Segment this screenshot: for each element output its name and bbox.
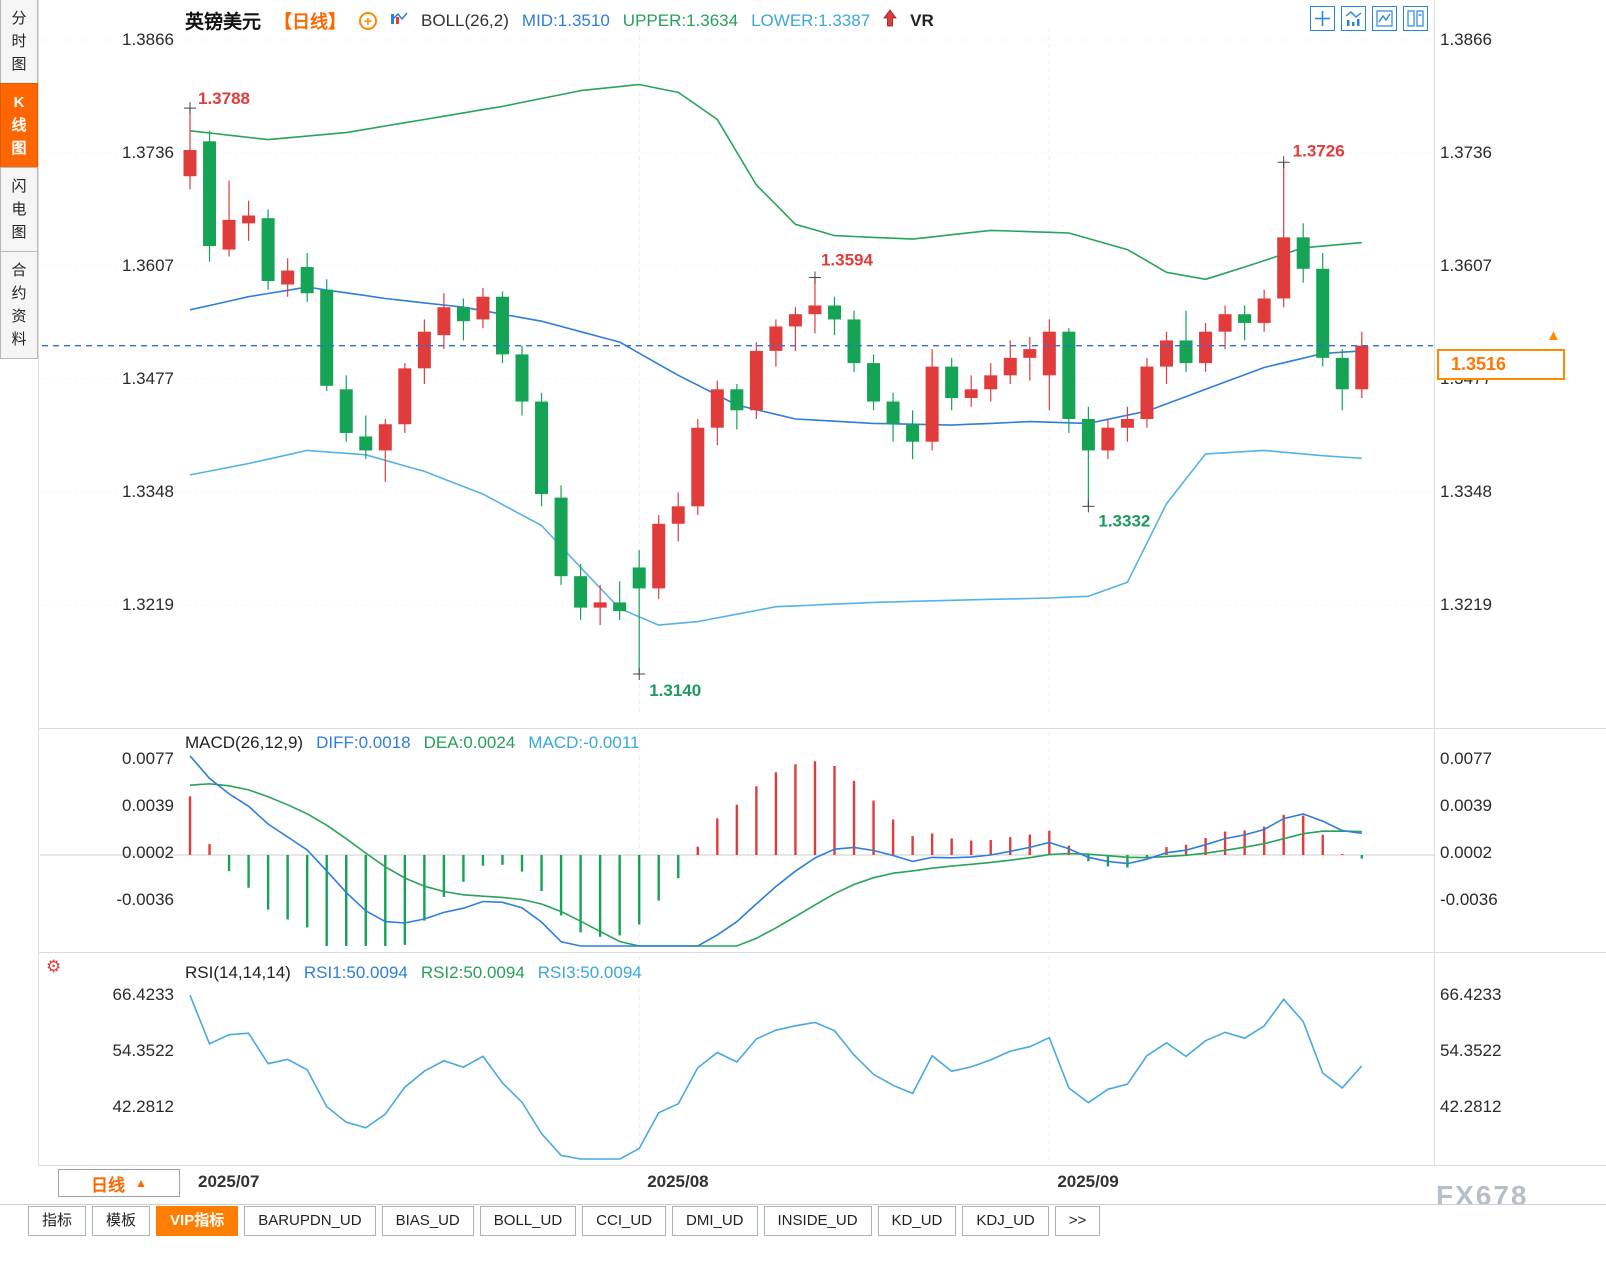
macd-diff-line bbox=[189, 755, 1362, 947]
sidebar-tab-char: 分 bbox=[11, 10, 27, 27]
bottom-tab-kdj-ud[interactable]: KDJ_UD bbox=[962, 1206, 1049, 1236]
period-selector[interactable]: 日线 ▲ bbox=[58, 1169, 180, 1197]
sidebar-tab-char: 闪 bbox=[11, 178, 27, 195]
sidebar-tab-char: K bbox=[13, 94, 25, 111]
price-annotation-label: 1.3594 bbox=[821, 251, 874, 270]
bottom-tab-vip-indicators[interactable]: VIP指标 bbox=[156, 1206, 239, 1236]
indicator-settings-icon[interactable]: ⚙ bbox=[46, 957, 62, 976]
bottom-tab-bias-ud[interactable]: BIAS_UD bbox=[381, 1206, 474, 1236]
macd-title: MACD(26,12,9) bbox=[185, 733, 304, 752]
sidebar-tab-char: 图 bbox=[11, 56, 27, 73]
bottom-tab-more[interactable]: >> bbox=[1054, 1206, 1101, 1236]
sidebar-divider bbox=[38, 0, 39, 1165]
bottom-tab-barupdn-ud[interactable]: BARUPDN_UD bbox=[244, 1206, 376, 1236]
rsi2-value: RSI2:50.0094 bbox=[420, 963, 525, 982]
rsi-title: RSI(14,14,14) bbox=[185, 963, 291, 982]
sidebar-tab-char: 合 bbox=[11, 262, 27, 279]
sidebar-tab-time-chart[interactable]: 分时图 bbox=[0, 0, 38, 84]
price-tick-right: 1.3219 bbox=[1440, 595, 1492, 614]
macd-chart[interactable] bbox=[40, 728, 1435, 952]
panel-divider-rsi bbox=[38, 952, 1606, 953]
price-annotation-label: 1.3332 bbox=[1098, 511, 1150, 530]
x-axis-label: 2025/09 bbox=[1057, 1172, 1119, 1191]
macd-tick-right: 0.0077 bbox=[1440, 748, 1492, 768]
sidebar-tab-char: 料 bbox=[11, 331, 27, 348]
bottom-tab-boll-ud[interactable]: BOLL_UD bbox=[479, 1206, 577, 1236]
bottom-tab-cci-ud[interactable]: CCI_UD bbox=[582, 1206, 666, 1236]
price-up-arrow-icon: ▲ bbox=[1546, 327, 1561, 344]
price-tick-right: 1.3866 bbox=[1440, 30, 1492, 49]
sidebar-tab-char: 图 bbox=[11, 140, 27, 157]
add-icon[interactable]: + bbox=[359, 11, 378, 30]
period-label: 日线 bbox=[91, 1175, 126, 1195]
layout-split-icon[interactable] bbox=[1403, 6, 1428, 31]
sidebar-tab-char: 电 bbox=[11, 201, 27, 218]
rsi1-value: RSI1:50.0094 bbox=[303, 963, 408, 982]
current-price-tag: 1.3516 bbox=[1437, 349, 1565, 380]
rsi-chart[interactable] bbox=[40, 952, 1435, 1165]
rsi-tick-right: 42.2812 bbox=[1440, 1096, 1502, 1116]
candles bbox=[183, 108, 1369, 674]
rsi-tick-right: 66.4233 bbox=[1440, 985, 1502, 1004]
rsi-line bbox=[189, 994, 1363, 1160]
price-tick-right: 1.3736 bbox=[1440, 143, 1492, 162]
macd-hist-value: MACD:-0.0011 bbox=[528, 733, 640, 752]
price-chart[interactable]: 1.3788 1.3594 1.3726 1.3332 1.3140 bbox=[40, 0, 1435, 728]
vr-up-arrow-icon bbox=[883, 9, 897, 32]
macd-tick-right: -0.0036 bbox=[1440, 890, 1498, 909]
sidebar-tab-char: 约 bbox=[11, 285, 27, 302]
sidebar-tab-char: 线 bbox=[11, 117, 27, 134]
boll-mid-value: MID:1.3510 bbox=[521, 10, 610, 30]
symbol-title: 英镑美元 bbox=[185, 12, 262, 33]
bottom-tab-templates[interactable]: 模板 bbox=[92, 1206, 151, 1236]
sidebar-tab-char: 时 bbox=[11, 33, 27, 50]
period-badge: 【日线】 bbox=[274, 11, 347, 32]
macd-diff-value: DIFF:0.0018 bbox=[316, 733, 411, 752]
sidebar-tab-char: 图 bbox=[11, 224, 27, 241]
macd-tick-right: 0.0002 bbox=[1440, 842, 1492, 862]
price-annotation-label: 1.3726 bbox=[1293, 141, 1345, 160]
price-annotation-label: 1.3140 bbox=[649, 681, 701, 700]
layout-line-icon[interactable] bbox=[1372, 6, 1397, 31]
vr-indicator-label: VR bbox=[910, 10, 934, 30]
rsi-header: RSI(14,14,14) RSI1:50.0094 RSI2:50.0094 … bbox=[185, 963, 642, 983]
price-annotations: 1.3788 1.3594 1.3726 1.3332 1.3140 bbox=[184, 89, 1345, 700]
price-tick-right: 1.3607 bbox=[1440, 256, 1492, 275]
x-axis-label: 2025/07 bbox=[198, 1172, 260, 1191]
caret-up-icon: ▲ bbox=[135, 1176, 147, 1190]
bottom-tab-dmi-ud[interactable]: DMI_UD bbox=[672, 1206, 758, 1236]
macd-dea-line bbox=[189, 782, 1362, 947]
price-tick-right: 1.3348 bbox=[1440, 482, 1492, 501]
panel-divider-xaxis bbox=[38, 1165, 1606, 1166]
boll-upper-value: UPPER:1.3634 bbox=[622, 10, 739, 30]
chart-header: 英镑美元 【日线】 + BOLL(26,2) MID:1.3510 UPPER:… bbox=[185, 7, 934, 34]
macd-tick-right: 0.0039 bbox=[1440, 796, 1492, 816]
sidebar-tab-flash-chart[interactable]: 闪电图 bbox=[0, 167, 38, 252]
macd-dea-value: DEA:0.0024 bbox=[423, 733, 516, 752]
rsi-tick-right: 54.3522 bbox=[1440, 1041, 1502, 1060]
bottom-tab-indicators[interactable]: 指标 bbox=[28, 1206, 87, 1236]
layout-toolbar bbox=[1310, 6, 1428, 31]
sidebar-tab-contract-info[interactable]: 合约资料 bbox=[0, 251, 38, 359]
x-axis-label: 2025/08 bbox=[647, 1172, 709, 1191]
panel-divider-macd bbox=[38, 728, 1606, 729]
macd-header: MACD(26,12,9) DIFF:0.0018 DEA:0.0024 MAC… bbox=[185, 733, 639, 753]
layout-bars-icon[interactable] bbox=[1341, 6, 1366, 31]
sidebar-tab-char: 资 bbox=[11, 308, 27, 325]
current-price-value: 1.3516 bbox=[1451, 354, 1507, 374]
price-annotation-label: 1.3788 bbox=[198, 89, 250, 108]
indicator-tab-bar: 指标 模板 VIP指标 BARUPDN_UD BIAS_UD BOLL_UD CCI_UD D… bbox=[0, 1204, 1606, 1237]
boll-indicator-title: BOLL(26,2) bbox=[421, 10, 509, 30]
boll-lower-value: LOWER:1.3387 bbox=[751, 10, 871, 30]
bottom-tab-kd-ud[interactable]: KD_UD bbox=[877, 1206, 957, 1236]
axis-divider bbox=[1434, 0, 1435, 1165]
indicator-icon bbox=[390, 11, 408, 31]
macd-histogram bbox=[188, 761, 1364, 946]
bottom-tab-inside-ud[interactable]: INSIDE_UD bbox=[763, 1206, 872, 1236]
layout-quad-icon[interactable] bbox=[1310, 6, 1335, 31]
rsi3-value: RSI3:50.0094 bbox=[537, 963, 642, 982]
